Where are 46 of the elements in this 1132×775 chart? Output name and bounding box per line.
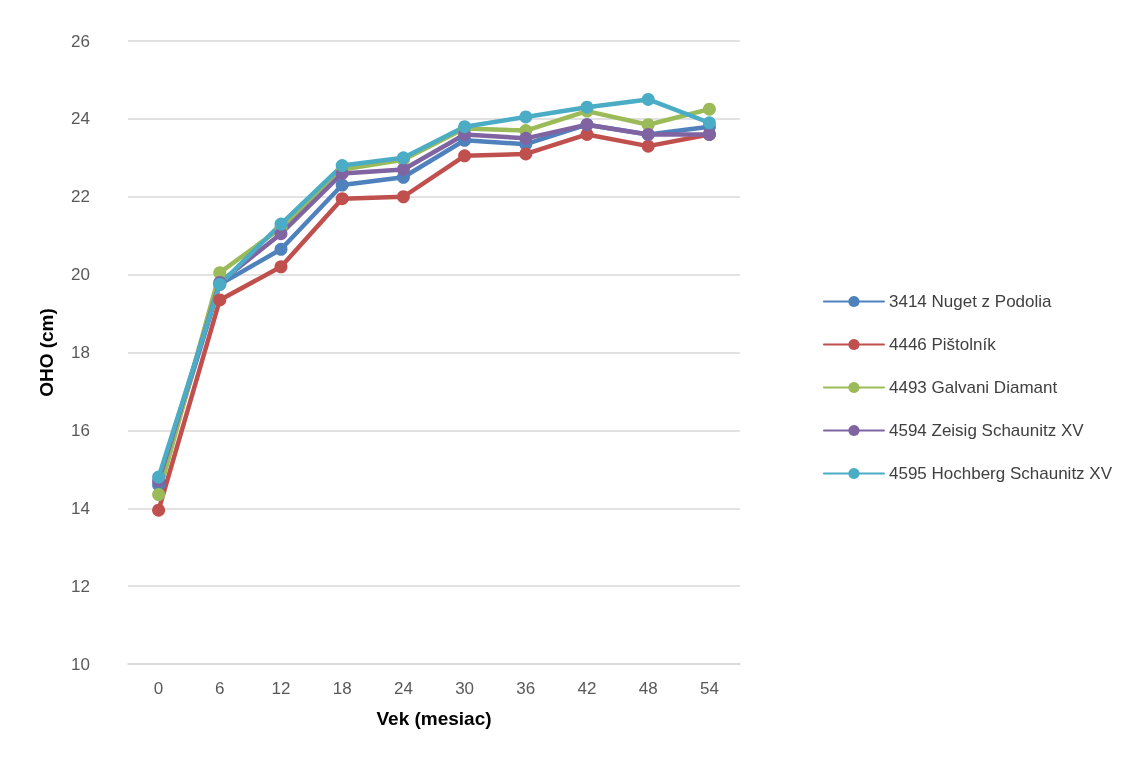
x-tick-label: 6 — [215, 679, 225, 698]
point — [213, 293, 227, 307]
legend-label: 4493 Galvani Diamant — [888, 378, 1058, 397]
point — [274, 242, 288, 256]
point — [274, 217, 288, 231]
point — [702, 102, 716, 116]
point — [274, 260, 288, 274]
point — [641, 139, 655, 153]
y-tick-label: 26 — [71, 31, 90, 51]
legend-label: 4595 Hochberg Schaunitz XV — [888, 464, 1113, 483]
y-tick-label: 12 — [71, 576, 90, 596]
x-tick-label: 24 — [393, 679, 413, 698]
x-tick-label: 36 — [516, 679, 536, 698]
x-tick-label: 0 — [153, 679, 164, 698]
x-tick-label: 18 — [332, 679, 352, 698]
legend-label: 4446 Pištolník — [888, 335, 997, 354]
point — [152, 470, 166, 484]
y-axis-title: OHO (cm) — [36, 308, 57, 397]
x-tick-label: 48 — [638, 679, 658, 698]
x-tick-label: 42 — [577, 679, 597, 698]
y-tick-label: 10 — [71, 654, 90, 674]
point — [396, 190, 410, 204]
point — [152, 488, 166, 502]
point — [580, 100, 594, 114]
point — [396, 163, 410, 176]
legend-label: 4594 Zeisig Schaunitz XV — [888, 421, 1085, 440]
y-tick-label: 16 — [71, 420, 90, 440]
point — [458, 149, 472, 163]
y-tick-label: 24 — [71, 109, 90, 129]
point — [335, 178, 349, 192]
x-tick-label: 54 — [699, 679, 719, 698]
y-tick-label: 20 — [71, 265, 90, 285]
x-axis-title: Vek (mesiac) — [376, 708, 492, 729]
y-tick-label: 18 — [71, 343, 90, 362]
point — [519, 147, 533, 161]
point — [152, 503, 166, 517]
point — [335, 192, 349, 206]
point — [519, 110, 533, 124]
y-tick-label: 14 — [71, 498, 90, 518]
point — [335, 159, 349, 173]
legend-label: 3414 Nuget z Podolia — [888, 292, 1053, 311]
x-tick-label: 12 — [271, 679, 291, 698]
point — [519, 131, 533, 145]
x-tick-label: 30 — [455, 679, 475, 698]
y-tick-label: 22 — [71, 187, 90, 207]
point — [641, 92, 655, 106]
